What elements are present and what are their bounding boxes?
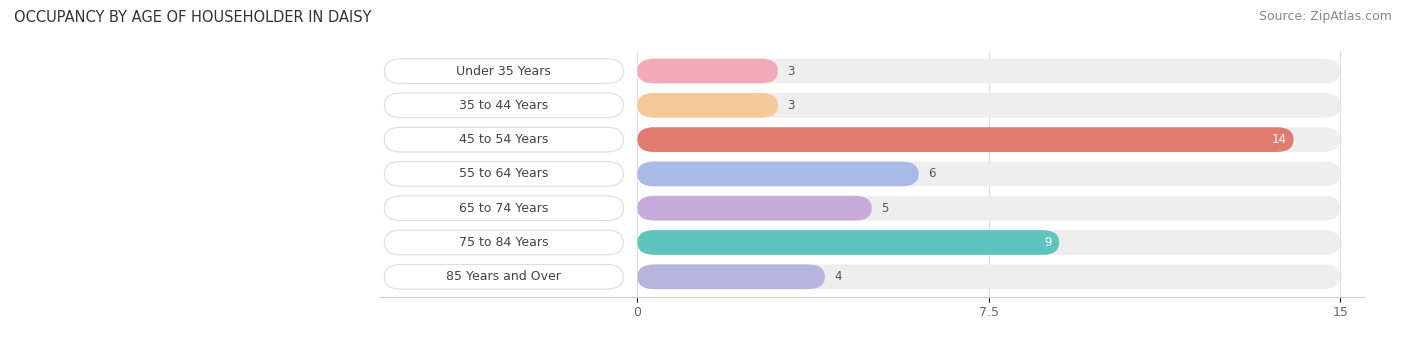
Text: 9: 9 [1045, 236, 1052, 249]
FancyBboxPatch shape [637, 127, 1340, 152]
Text: 75 to 84 Years: 75 to 84 Years [460, 236, 548, 249]
Text: 35 to 44 Years: 35 to 44 Years [460, 99, 548, 112]
Text: 55 to 64 Years: 55 to 64 Years [460, 167, 548, 180]
FancyBboxPatch shape [637, 93, 1340, 118]
FancyBboxPatch shape [384, 93, 623, 118]
Text: 45 to 54 Years: 45 to 54 Years [460, 133, 548, 146]
FancyBboxPatch shape [637, 162, 918, 186]
Text: 85 Years and Over: 85 Years and Over [446, 270, 561, 283]
FancyBboxPatch shape [637, 230, 1059, 255]
FancyBboxPatch shape [637, 196, 1340, 221]
FancyBboxPatch shape [637, 59, 778, 84]
FancyBboxPatch shape [637, 230, 1340, 255]
Text: 14: 14 [1271, 133, 1286, 146]
Text: 5: 5 [882, 202, 889, 215]
Text: 3: 3 [787, 64, 794, 77]
Text: Under 35 Years: Under 35 Years [457, 64, 551, 77]
FancyBboxPatch shape [384, 162, 623, 186]
Text: 3: 3 [787, 99, 794, 112]
Text: OCCUPANCY BY AGE OF HOUSEHOLDER IN DAISY: OCCUPANCY BY AGE OF HOUSEHOLDER IN DAISY [14, 10, 371, 25]
Text: Source: ZipAtlas.com: Source: ZipAtlas.com [1258, 10, 1392, 23]
FancyBboxPatch shape [637, 93, 778, 118]
FancyBboxPatch shape [637, 196, 872, 221]
FancyBboxPatch shape [637, 264, 825, 289]
FancyBboxPatch shape [384, 127, 623, 152]
FancyBboxPatch shape [637, 162, 1340, 186]
Text: 4: 4 [834, 270, 842, 283]
Text: 65 to 74 Years: 65 to 74 Years [460, 202, 548, 215]
FancyBboxPatch shape [384, 264, 623, 289]
FancyBboxPatch shape [637, 127, 1294, 152]
FancyBboxPatch shape [637, 59, 1340, 84]
FancyBboxPatch shape [384, 196, 623, 221]
FancyBboxPatch shape [384, 59, 623, 84]
FancyBboxPatch shape [637, 264, 1340, 289]
Text: 6: 6 [928, 167, 935, 180]
FancyBboxPatch shape [384, 230, 623, 255]
